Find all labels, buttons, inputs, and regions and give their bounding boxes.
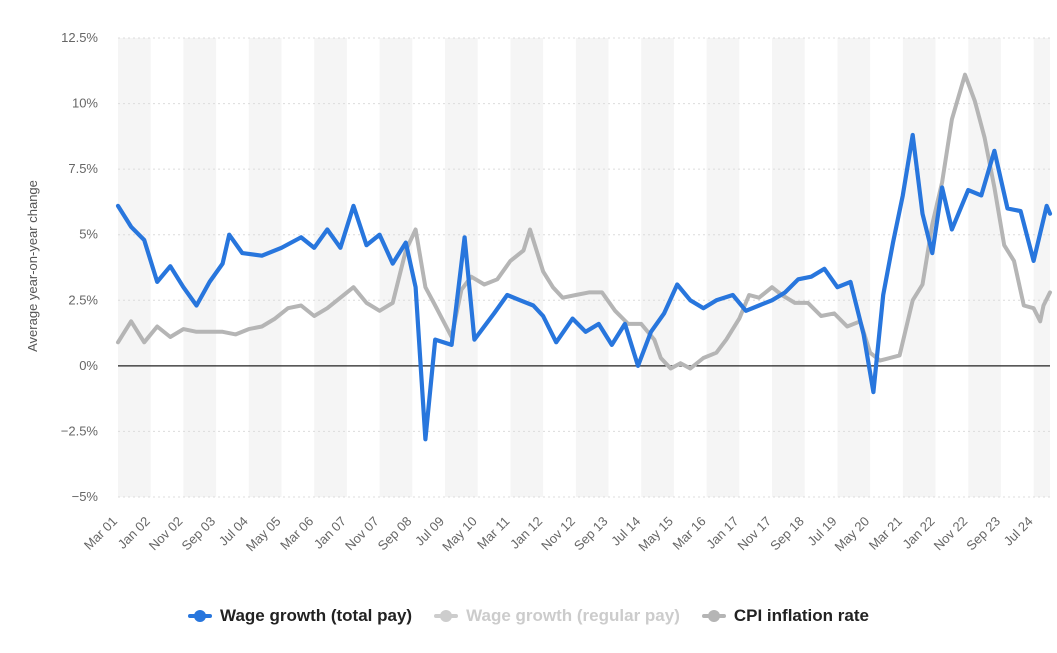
- x-tick-label: Jul 24: [1001, 514, 1036, 549]
- legend-item-total-pay[interactable]: Wage growth (total pay): [188, 606, 412, 626]
- grid-band: [968, 38, 1001, 497]
- x-tick-label: Sep 13: [571, 514, 611, 554]
- legend-label-total-pay: Wage growth (total pay): [220, 606, 413, 625]
- legend-marker-cpi: [701, 610, 726, 622]
- x-tick-label: May 05: [243, 514, 284, 555]
- x-tick-label: Mar 16: [670, 514, 709, 553]
- legend-label-cpi: CPI inflation rate: [733, 606, 869, 625]
- legend-item-regular-pay[interactable]: Wage growth (regular pay): [434, 606, 680, 626]
- legend: Wage growth (total pay) Wage growth (reg…: [0, 606, 1057, 626]
- x-tick-label: Nov 22: [931, 514, 971, 554]
- grid-band: [902, 38, 936, 497]
- x-tick-label: Jan 22: [899, 514, 937, 552]
- y-tick-label: 5%: [79, 227, 98, 242]
- grid-band: [379, 38, 413, 497]
- y-tick-label: 0%: [79, 358, 98, 373]
- x-tick-label: May 20: [832, 514, 873, 555]
- y-tick-label: 10%: [72, 96, 98, 111]
- legend-label-regular-pay: Wage growth (regular pay): [466, 606, 680, 625]
- x-tick-label: Mar 11: [474, 514, 513, 553]
- x-tick-label: Jan 07: [311, 514, 349, 552]
- x-tick-label: Mar 01: [81, 514, 120, 553]
- x-tick-label: May 10: [439, 514, 480, 555]
- y-axis-ticks: −5% −2.5% 0% 2.5% 5% 7.5% 10% 12.5%: [61, 30, 99, 504]
- grid-band: [183, 38, 217, 497]
- y-tick-label: −2.5%: [61, 423, 99, 438]
- x-tick-label: Nov 02: [146, 514, 186, 554]
- grid-band: [118, 38, 151, 497]
- series-group: [115, 72, 1053, 442]
- x-tick-label: Jan 12: [507, 514, 545, 552]
- x-tick-label: Nov 12: [538, 514, 578, 554]
- legend-marker-regular-pay: [434, 610, 459, 622]
- x-tick-label: Sep 03: [178, 514, 218, 554]
- x-tick-label: Mar 21: [866, 514, 905, 553]
- x-tick-label: Sep 23: [963, 514, 1003, 554]
- x-tick-label: Jan 17: [703, 514, 741, 552]
- grid-band: [837, 38, 871, 497]
- y-tick-label: 7.5%: [68, 161, 98, 176]
- y-tick-label: −5%: [72, 489, 99, 504]
- grid-band: [248, 38, 282, 497]
- grid-band: [510, 38, 544, 497]
- x-tick-label: May 15: [635, 514, 676, 555]
- y-tick-label: 12.5%: [61, 30, 98, 45]
- x-tick-label: Mar 06: [277, 514, 316, 553]
- grid-band: [641, 38, 674, 497]
- series-line-cpi: [116, 72, 1052, 371]
- series-line-total-pay: [115, 132, 1053, 442]
- x-tick-label: Sep 18: [767, 514, 807, 554]
- legend-item-cpi[interactable]: CPI inflation rate: [701, 606, 869, 626]
- grid-band: [772, 38, 805, 497]
- grid-bands: [118, 38, 1050, 497]
- horizontal-gridlines: [118, 37, 1050, 498]
- y-tick-label: 2.5%: [68, 292, 98, 307]
- grid-band: [314, 38, 347, 497]
- grid-band: [1033, 38, 1050, 497]
- x-tick-label: Sep 08: [375, 514, 415, 554]
- x-tick-label: Nov 07: [342, 514, 382, 554]
- legend-marker-total-pay: [188, 610, 213, 622]
- x-tick-label: Nov 17: [734, 514, 774, 554]
- grid-band: [706, 38, 740, 497]
- y-axis-label: Average year-on-year change: [25, 180, 40, 352]
- grid-band: [575, 38, 609, 497]
- x-tick-label: Jan 02: [115, 514, 153, 552]
